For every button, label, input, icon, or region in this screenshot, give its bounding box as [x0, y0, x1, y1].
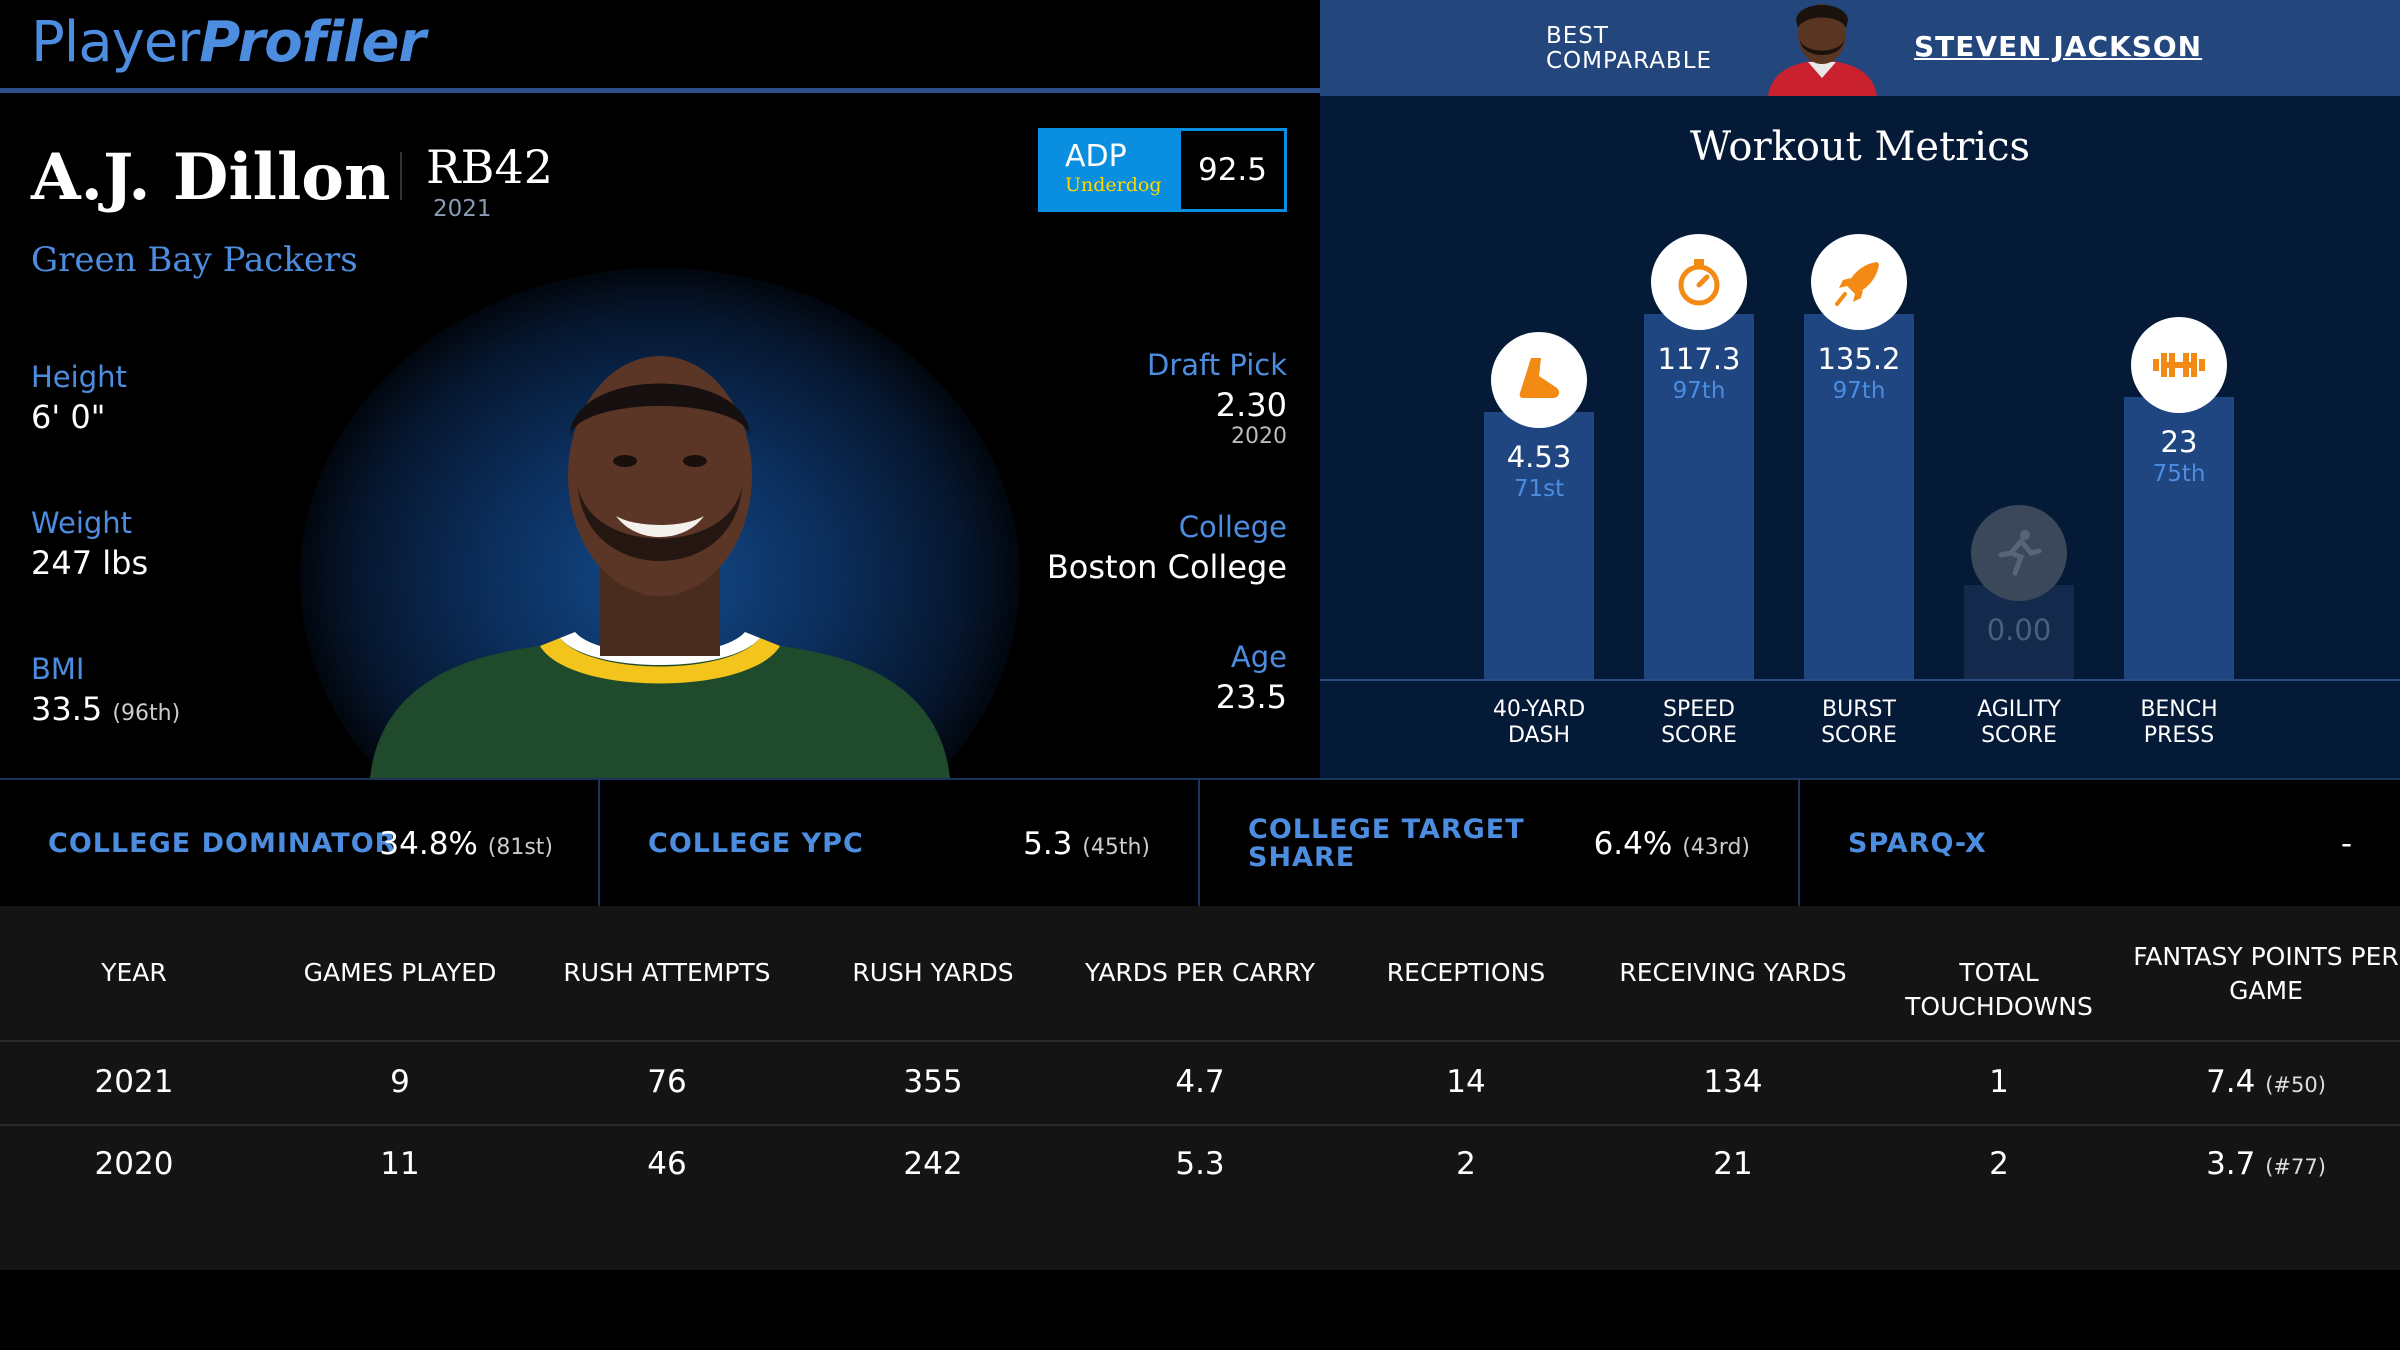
col-rush-yards: RUSH YARDS [852, 958, 1014, 987]
name-divider [400, 152, 402, 200]
runner-icon [1971, 505, 2067, 601]
chart-baseline [1320, 679, 2400, 681]
workout-value: 0.00 [1986, 613, 2052, 647]
adp-title: ADP [1065, 139, 1127, 174]
col-fantasy-points-per-game: FANTASY POINTS PER GAME [2133, 942, 2399, 1005]
col-receiving-yards: RECEIVING YARDS [1619, 958, 1847, 987]
stopwatch-icon [1651, 234, 1747, 330]
col-total-touchdowns: TOTAL TOUCHDOWNS [1905, 958, 2093, 1021]
table-header: YEAR GAMES PLAYED RUSH ATTEMPTS RUSH YAR… [0, 906, 2400, 1042]
workout-value: 4.53 [1506, 440, 1572, 474]
position-rank: RB42 [426, 140, 553, 194]
college-target-share-cell: COLLEGE TARGET SHARE 6.4% (43rd) [1200, 780, 1800, 908]
height-stat: Height 6' 0" [31, 360, 127, 436]
workout-metrics-title: Workout Metrics [1689, 124, 2031, 170]
draft-pick-stat: Draft Pick 2.30 2020 [1147, 348, 1287, 449]
weight-stat: Weight 247 lbs [31, 506, 149, 582]
workout-bar [2124, 397, 2234, 679]
college-metrics-strip: COLLEGE DOMINATOR 34.8% (81st) COLLEGE Y… [0, 778, 2400, 908]
col-year: YEAR [101, 958, 167, 987]
workout-value: 23 [2160, 425, 2198, 459]
table-row: 2021 9 76 355 4.7 14 134 1 7.4 (#50) [0, 1044, 2400, 1126]
col-yards-per-carry: YARDS PER CARRY [1084, 958, 1316, 987]
age-stat: Age 23.5 [1215, 640, 1287, 716]
college-dominator-cell: COLLEGE DOMINATOR 34.8% (81st) [0, 780, 600, 908]
table-row: 2020 11 46 242 5.3 2 21 2 3.7 (#77) [94, 1146, 2326, 1182]
workout-label: SPEED SCORE [1661, 697, 1737, 748]
workout-metrics-panel: Workout Metrics 4.53 71st 40-YARD DASH 117.3… [1320, 96, 2400, 778]
workout-bar [1484, 412, 1594, 679]
college-ypc-cell: COLLEGE YPC 5.3 (45th) [600, 780, 1200, 908]
workout-label: 40-YARD DASH [1492, 697, 1586, 748]
rank-year: 2021 [433, 196, 492, 222]
best-comparable-bar: BEST COMPARABLE STEVEN JACKSON [1320, 0, 2400, 96]
college-stat: College Boston College [1046, 510, 1287, 586]
workout-percentile: 97th [1672, 378, 1726, 404]
workout-bar [1644, 314, 1754, 679]
season-stats-table: YEAR GAMES PLAYED RUSH ATTEMPTS RUSH YAR… [0, 906, 2400, 1270]
adp-label-block: ADP Underdog [1041, 131, 1181, 209]
player-panel: A.J. Dillon RB42 2021 Green Bay Packers … [0, 98, 1320, 778]
adp-source: Underdog [1065, 174, 1162, 196]
shoe-icon [1491, 332, 1587, 428]
workout-bar [1804, 314, 1914, 679]
best-comparable-label: BEST COMPARABLE [1546, 23, 1713, 74]
comparable-player-link[interactable]: STEVEN JACKSON [1914, 30, 2203, 63]
workout-label: AGILITY SCORE [1977, 697, 2061, 748]
player-photo [340, 356, 980, 778]
workout-percentile: 71st [1513, 476, 1565, 502]
team-name[interactable]: Green Bay Packers [31, 240, 358, 280]
playerprofiler-logo[interactable]: PlayerProfiler [31, 10, 426, 75]
workout-label: BENCH PRESS [2140, 697, 2218, 748]
workout-value: 117.3 [1657, 342, 1741, 376]
rocket-icon [1811, 234, 1907, 330]
player-name: A.J. Dillon [31, 140, 391, 215]
workout-percentile: 97th [1832, 378, 1886, 404]
barbell-icon [2131, 317, 2227, 413]
top-bar: PlayerProfiler [0, 0, 1320, 93]
adp-value: 92.5 [1197, 152, 1268, 188]
comparable-player-photo [1760, 0, 1885, 96]
adp-badge: ADP Underdog 92.5 [1038, 128, 1287, 212]
workout-percentile: 75th [2152, 461, 2206, 487]
bmi-stat: BMI 33.5 (96th) [31, 652, 181, 728]
col-receptions: RECEPTIONS [1386, 958, 1546, 987]
col-games-played: GAMES PLAYED [303, 958, 497, 987]
workout-label: BURST SCORE [1821, 697, 1897, 748]
sparq-x-cell: SPARQ-X - [1848, 826, 2352, 862]
col-rush-attempts: RUSH ATTEMPTS [563, 958, 771, 987]
workout-value: 135.2 [1817, 342, 1901, 376]
